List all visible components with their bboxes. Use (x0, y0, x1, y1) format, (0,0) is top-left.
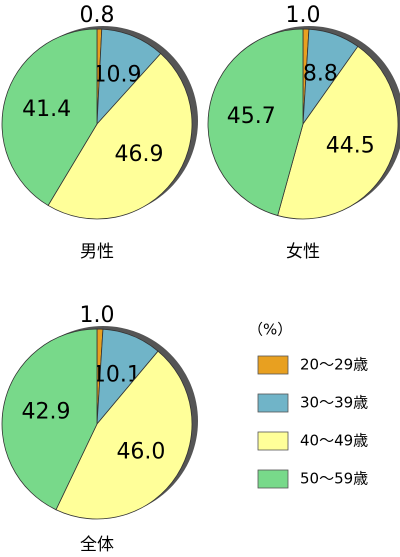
pie-slice (207, 28, 304, 217)
legend-swatch (257, 393, 289, 413)
legend-swatch (257, 469, 289, 489)
data-label: 45.7 (227, 104, 276, 129)
pie-title: 男性 (80, 242, 114, 262)
pie-slice (277, 45, 399, 220)
legend-label: 30～39歳 (300, 394, 368, 412)
pie-slice (96, 28, 162, 126)
data-label: 46.9 (114, 142, 163, 167)
data-label: 46.0 (116, 439, 165, 464)
pie-title: 全体 (80, 535, 114, 553)
data-label: 0.8 (80, 3, 115, 28)
legend-label: 40～49歳 (300, 432, 368, 450)
legend-title: （%） (248, 321, 292, 339)
legend-swatch (257, 355, 289, 375)
data-label: 1.0 (80, 303, 115, 328)
legend-label: 50～59歳 (300, 470, 368, 488)
data-label: 42.9 (22, 399, 71, 424)
pie-slice (47, 52, 193, 220)
data-label: 1.0 (286, 3, 321, 28)
data-label: 44.5 (326, 133, 375, 158)
legend-swatch (257, 431, 289, 451)
pie-slice (1, 328, 98, 511)
legend-label: 20～29歳 (300, 356, 368, 374)
data-label: 41.4 (22, 97, 71, 122)
pie-slice (55, 350, 193, 520)
pie-title: 女性 (286, 242, 320, 262)
pie-slice (1, 28, 98, 207)
